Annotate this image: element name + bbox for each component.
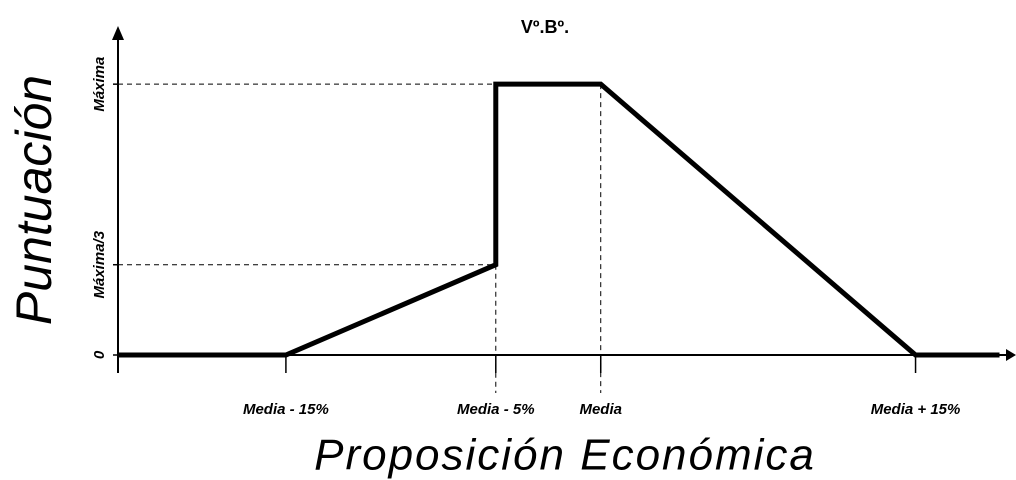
x-tick-label: Media - 15% — [243, 401, 329, 418]
line — [118, 81, 1000, 358]
x-axis-arrow — [1006, 349, 1016, 361]
x-tick-label: Media — [579, 401, 622, 418]
x-tick-label: Media + 15% — [871, 401, 961, 418]
y-axis-title: Puntuación — [6, 75, 62, 325]
y-tick-label: 0 — [91, 350, 108, 359]
x-axis-title: Proposición Económica — [314, 431, 816, 480]
y-tick-label: Máxima — [91, 57, 108, 112]
chart-title: Vº.Bº. — [521, 17, 569, 37]
y-axis-arrow — [112, 26, 124, 40]
y-tick-label: Máxima/3 — [91, 230, 108, 298]
x-tick-label: Media - 5% — [457, 401, 535, 418]
